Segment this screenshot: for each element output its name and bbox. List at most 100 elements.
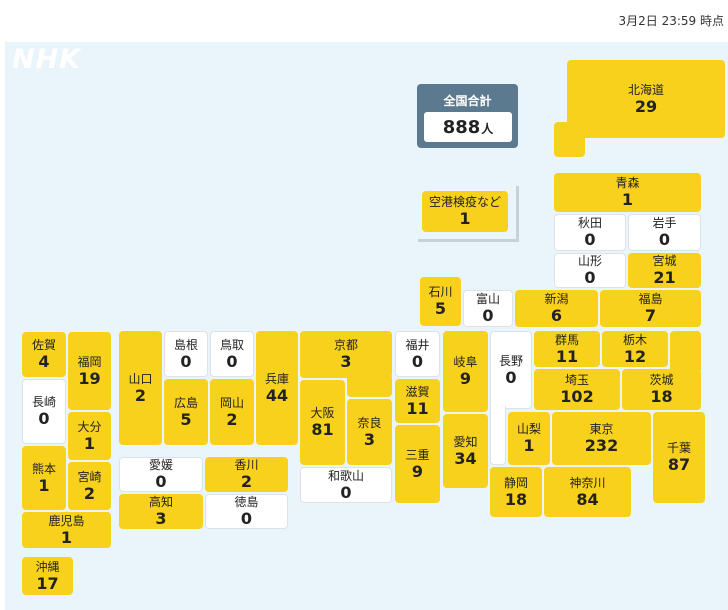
prefecture-cell-iwate[interactable]: 岩手 0: [628, 214, 701, 251]
case-count: 12: [623, 346, 647, 366]
prefecture-cell-ibaraki[interactable]: 茨城 18: [622, 369, 701, 410]
prefecture-cell-aichi[interactable]: 愛知 34: [443, 414, 488, 488]
prefecture-cell-hokkaido[interactable]: 北海道 29: [567, 60, 725, 138]
prefecture-cell-niigata[interactable]: 新潟 6: [515, 290, 598, 327]
national-total-value: 888: [442, 117, 481, 138]
prefecture-cell-yamaguchi[interactable]: 山口 2: [119, 331, 162, 445]
case-count: 18: [650, 387, 673, 406]
prefecture-name: 兵庫: [264, 371, 289, 386]
prefecture-name: 福島: [638, 292, 663, 306]
prefecture-cell-miyagi[interactable]: 宮城 21: [628, 253, 701, 288]
prefecture-name: 広島: [173, 395, 198, 410]
prefecture-cell-tokyo[interactable]: 東京 232: [552, 412, 651, 465]
prefecture-cell-kagawa[interactable]: 香川 2: [205, 457, 288, 492]
prefecture-cell-mie[interactable]: 三重 9: [395, 425, 440, 503]
case-count: 9: [459, 369, 472, 388]
case-count: 0: [38, 409, 50, 428]
prefecture-cell-okinawa[interactable]: 沖縄 17: [22, 557, 73, 595]
prefecture-name: 静岡: [503, 475, 528, 490]
prefecture-name: 岩手: [652, 216, 677, 230]
case-count: 232: [584, 436, 619, 455]
prefecture-cell-saga[interactable]: 佐賀 4: [22, 332, 66, 377]
prefecture-cell-kumamoto[interactable]: 熊本 1: [22, 446, 66, 510]
prefecture-cell-nagano[interactable]: 長野 0: [490, 331, 532, 409]
prefecture-cell-ehime[interactable]: 愛媛 0: [119, 457, 203, 492]
case-count: 6: [550, 306, 563, 325]
national-total-label: 全国合計: [443, 94, 492, 108]
prefecture-cell-tottori[interactable]: 鳥取 0: [210, 331, 254, 377]
case-count: 1: [523, 436, 535, 455]
prefecture-cell-kyoto-extension[interactable]: [347, 374, 392, 397]
prefecture-cell-wakayama[interactable]: 和歌山 0: [300, 467, 392, 503]
case-count: 21: [653, 268, 676, 287]
prefecture-cell-shiga[interactable]: 滋賀 11: [395, 379, 440, 423]
case-count: 87: [667, 455, 691, 474]
prefecture-cell-aomori[interactable]: 青森 1: [554, 173, 701, 212]
prefecture-cell-tokushima[interactable]: 徳島 0: [205, 494, 288, 529]
case-count: 2: [134, 385, 147, 405]
prefecture-cell-yamanashi[interactable]: 山梨 1: [508, 412, 550, 465]
prefecture-cell-toyama[interactable]: 富山 0: [463, 290, 513, 327]
prefecture-cell-kagoshima[interactable]: 鹿児島 1: [22, 512, 111, 548]
prefecture-cell-saitama[interactable]: 埼玉 102: [534, 369, 620, 410]
prefecture-name: 大阪: [310, 406, 335, 420]
prefecture-cell-akita[interactable]: 秋田 0: [554, 214, 626, 251]
prefecture-cell-ishikawa[interactable]: 石川 5: [420, 277, 461, 326]
case-count: 11: [406, 398, 429, 418]
prefecture-cell-shizuoka[interactable]: 静岡 18: [490, 467, 542, 517]
prefecture-cell-yamagata[interactable]: 山形 0: [554, 253, 626, 288]
prefecture-cell-gunma[interactable]: 群馬 11: [534, 331, 600, 367]
prefecture-name: 石川: [428, 285, 453, 299]
prefecture-cell-nara[interactable]: 奈良 3: [347, 399, 392, 465]
case-count: 0: [584, 268, 596, 287]
prefecture-cell-tochigi[interactable]: 栃木 12: [602, 331, 668, 367]
prefecture-name: 茨城: [649, 373, 674, 387]
prefecture-cell-kanagawa[interactable]: 神奈川 84: [544, 467, 631, 517]
prefecture-cell-hyogo[interactable]: 兵庫 44: [256, 331, 298, 445]
prefecture-name: 三重: [405, 447, 430, 462]
prefecture-cell-shimane[interactable]: 島根 0: [164, 331, 208, 377]
case-count: 0: [180, 351, 192, 371]
prefecture-name: 神奈川: [569, 475, 606, 490]
prefecture-cell-okayama[interactable]: 岡山 2: [210, 379, 254, 445]
prefecture-cell-miyazaki[interactable]: 宮崎 2: [68, 462, 111, 510]
case-count: 0: [155, 472, 167, 491]
case-count: 0: [505, 367, 517, 387]
case-count: 0: [411, 351, 424, 371]
case-count: 0: [658, 230, 671, 249]
case-count: 4: [38, 352, 50, 371]
prefecture-name: 熊本: [31, 461, 56, 476]
prefecture-cell-hiroshima[interactable]: 広島 5: [164, 379, 208, 445]
prefecture-cell-fukui[interactable]: 福井 0: [395, 331, 440, 377]
case-count: 34: [454, 448, 477, 468]
case-count: 0: [226, 351, 238, 371]
prefecture-name: 鳥取: [219, 337, 244, 352]
prefecture-cell-nagasaki[interactable]: 長崎 0: [22, 379, 66, 444]
national-total-value-box: 888 人: [424, 112, 512, 142]
prefecture-name: 北海道: [627, 82, 664, 97]
airport-quarantine-cell[interactable]: 空港検疫など 1: [422, 191, 508, 232]
prefecture-cell-fukushima[interactable]: 福島 7: [600, 290, 701, 327]
prefecture-cell-kyoto[interactable]: 京都 3: [300, 331, 392, 378]
case-count: 44: [265, 385, 289, 405]
prefecture-name: 大分: [77, 419, 102, 434]
prefecture-cell-nagano-extension[interactable]: [490, 406, 506, 465]
case-count: 2: [226, 409, 238, 429]
prefecture-cell-osaka[interactable]: 大阪 81: [300, 380, 345, 465]
prefecture-cell-kochi[interactable]: 高知 3: [119, 494, 203, 529]
case-count: 2: [83, 483, 96, 503]
prefecture-cell-ibaraki-extension[interactable]: [670, 331, 701, 373]
prefecture-name: 滋賀: [405, 384, 430, 399]
prefecture-cell-gifu[interactable]: 岐阜 9: [443, 331, 488, 412]
prefecture-cell-fukuoka[interactable]: 福岡 19: [68, 332, 111, 410]
prefecture-cell-oita[interactable]: 大分 1: [68, 412, 111, 460]
airport-quarantine-count: 1: [459, 209, 471, 228]
case-count: 19: [78, 368, 101, 388]
case-count: 84: [576, 489, 599, 509]
prefecture-name: 山梨: [516, 422, 541, 436]
prefecture-name: 栃木: [622, 332, 647, 347]
prefecture-cell-hokkaido-extension[interactable]: [554, 122, 585, 157]
prefecture-name: 青森: [615, 176, 640, 190]
prefecture-cell-chiba[interactable]: 千葉 87: [653, 412, 705, 503]
case-count: 102: [560, 387, 594, 406]
